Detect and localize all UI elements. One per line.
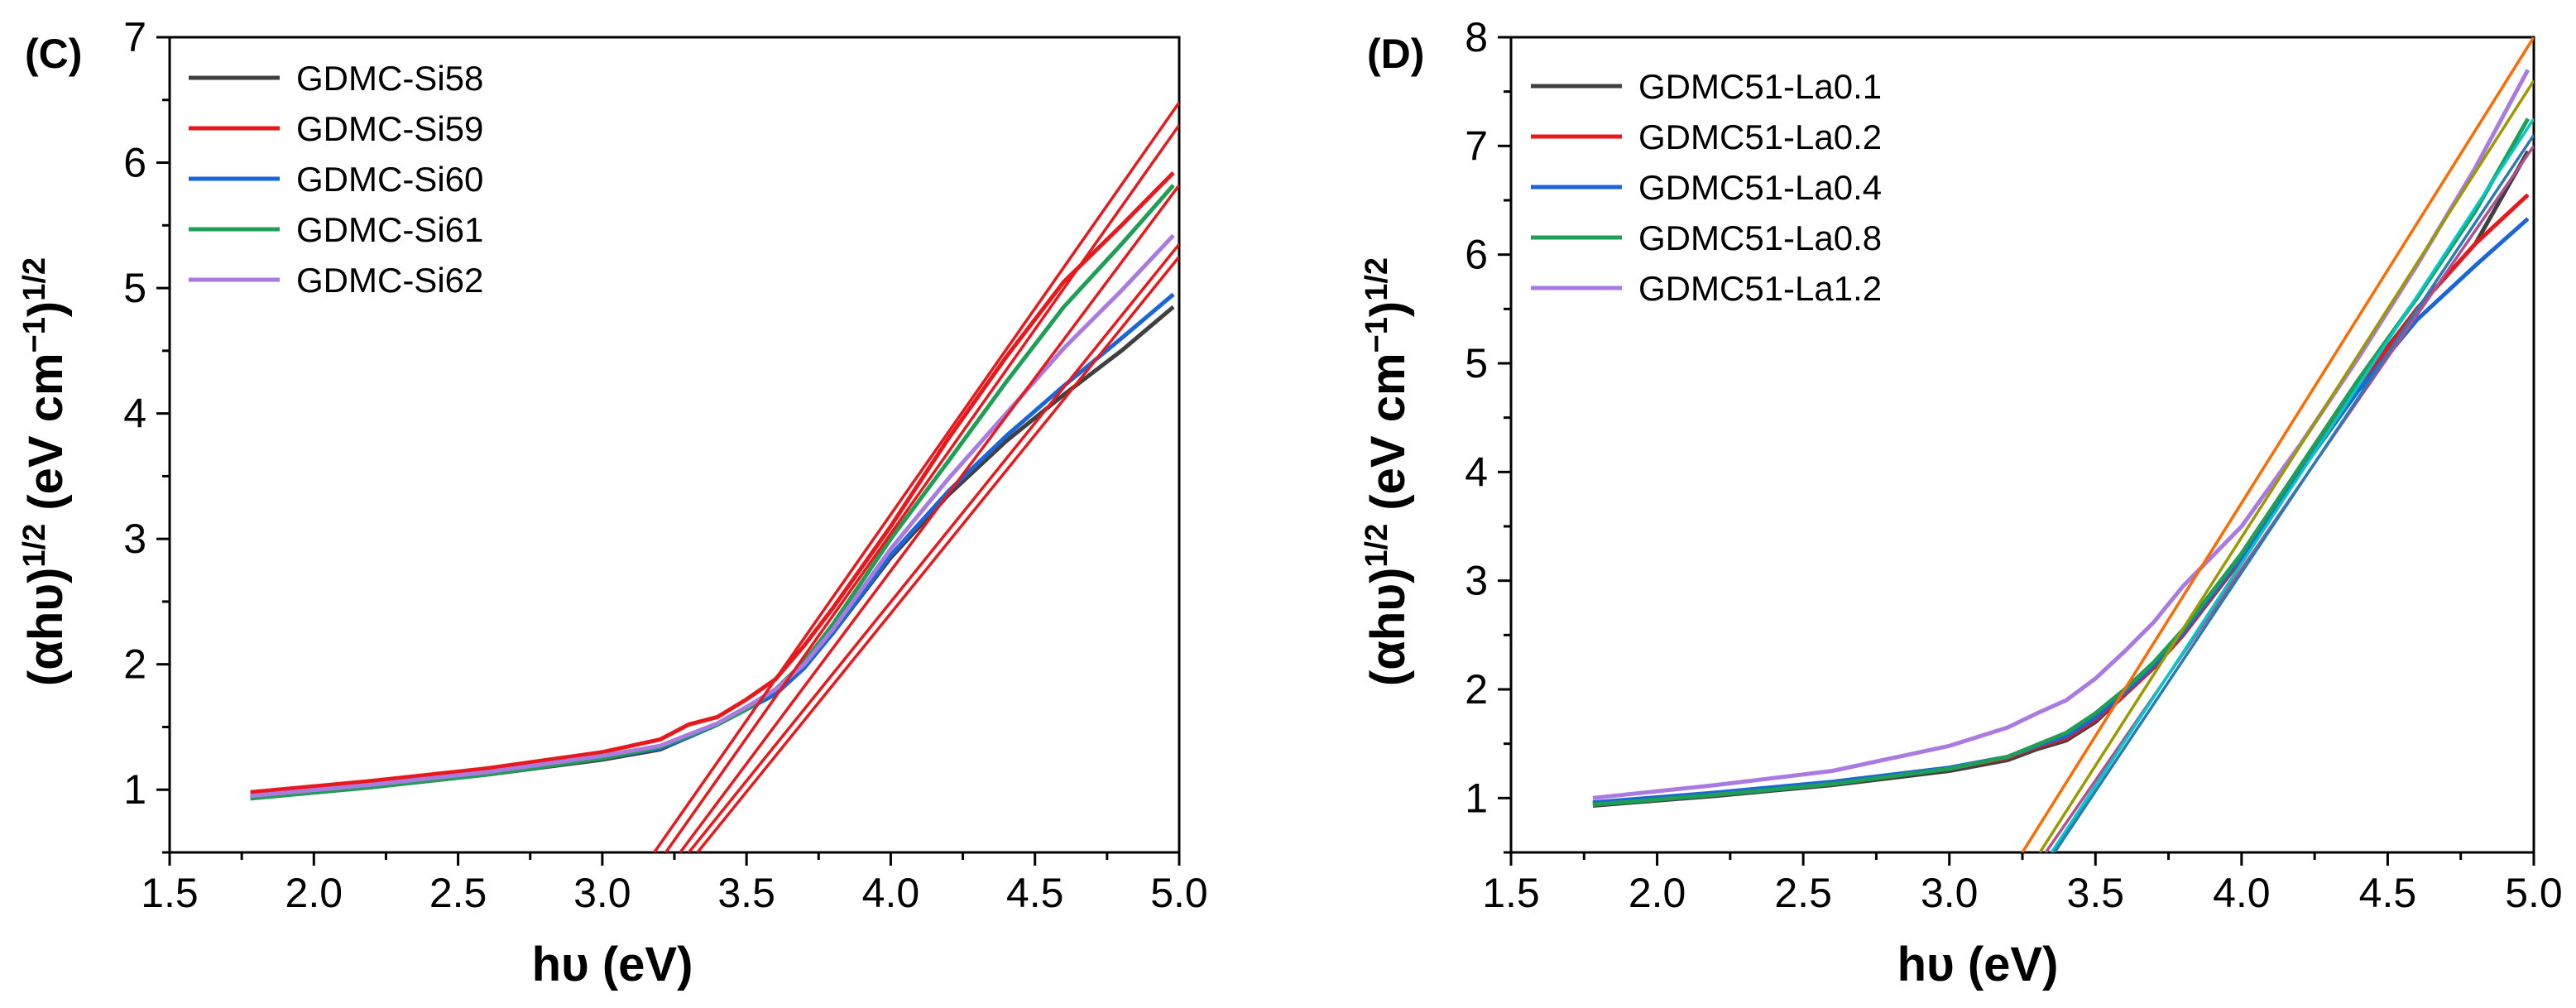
panel-c-fit-line bbox=[679, 184, 1179, 852]
panel-c-y-tick-label: 2 bbox=[123, 641, 146, 688]
panel-c-legend-label: GDMC-Si58 bbox=[296, 59, 483, 98]
panel-d-y-tick-label: 2 bbox=[1465, 666, 1488, 713]
panel-c-y-tick-label: 7 bbox=[123, 14, 146, 60]
panel-d-x-tick-label: 3.5 bbox=[2067, 870, 2125, 916]
panel-d-legend-label: GDMC51-La0.8 bbox=[1638, 218, 1882, 257]
panel-d-y-tick-label: 3 bbox=[1465, 558, 1488, 604]
panel-c-legend: GDMC-Si58 GDMC-Si59 GDMC-Si60 GDMC-Si61 GDMC… bbox=[189, 59, 483, 300]
panel-c-fit-line bbox=[653, 101, 1179, 852]
panel-d-legend-label: GDMC51-La0.1 bbox=[1638, 67, 1882, 106]
panel-c-x-tick-label: 1.5 bbox=[141, 870, 199, 916]
panel-c-y-tick-label: 4 bbox=[123, 391, 146, 437]
panel-c-x-axis-title: hυ (eV) bbox=[532, 938, 693, 991]
panel-c-y-title-sup3: 1/2 bbox=[17, 257, 52, 301]
panel-c-y-tick-label: 6 bbox=[123, 140, 146, 186]
panel-d-x-tick-label: 1.5 bbox=[1482, 870, 1540, 916]
panel-c-y-title-main: (αhυ) bbox=[19, 568, 73, 686]
panel-d-y-axis-title: (αhυ)1/2 (eV cm−1)1/2 bbox=[1360, 257, 1415, 686]
panel-c-y-axis-title: (αhυ)1/2 (eV cm−1)1/2 bbox=[17, 257, 73, 686]
panel-d-x-tick-label: 2.5 bbox=[1774, 870, 1832, 916]
panel-d-legend-label: GDMC51-La0.4 bbox=[1638, 168, 1882, 207]
panel-c-plot-area bbox=[250, 101, 1179, 852]
panel-c-x-tick-label: 2.5 bbox=[429, 870, 487, 916]
panel-c-x-tick-label: 4.5 bbox=[1006, 870, 1064, 916]
panel-c-x-tick-label: 4.0 bbox=[862, 870, 920, 916]
panel-c-fit-line bbox=[696, 256, 1179, 852]
panel-c-y-title-sup1: 1/2 bbox=[17, 524, 52, 568]
panel-d-y-title-main: (αhυ) bbox=[1361, 568, 1415, 686]
panel-d-legend-label: GDMC51-La0.2 bbox=[1638, 118, 1882, 156]
panel-d-x-axis-title: hυ (eV) bbox=[1897, 938, 2059, 991]
panel-c-x-tick-label: 5.0 bbox=[1150, 870, 1208, 916]
panel-c-y-tick-label: 5 bbox=[123, 265, 146, 311]
panel-d-y-tick-label: 4 bbox=[1465, 449, 1488, 495]
panel-d-x-tick-label: 4.0 bbox=[2213, 870, 2271, 916]
panel-d-fit-line bbox=[2050, 118, 2534, 852]
panel-d-y-title-units: (eV cm bbox=[1361, 353, 1415, 523]
panel-c-legend-label: GDMC-Si62 bbox=[296, 261, 483, 300]
panel-d-x-tick-label: 5.0 bbox=[2505, 870, 2563, 916]
panel-d-y-title-close: ) bbox=[1361, 301, 1415, 317]
panel-d-y-title-sup3: 1/2 bbox=[1360, 257, 1394, 301]
panel-c-x-tick-label: 2.0 bbox=[285, 870, 343, 916]
panel-d-chart: (D) hυ (eV) (αhυ)1/2 (eV cm−1)1/2 1.5 2.0… bbox=[1360, 14, 2563, 991]
panel-c-x-tick-label: 3.0 bbox=[573, 870, 631, 916]
panel-c-legend-label: GDMC-Si59 bbox=[296, 109, 483, 148]
panel-c-chart: (C) hυ (eV) (αhυ)1/2 (eV cm−1)1/2 1.5 2.0… bbox=[17, 14, 1208, 991]
panel-c-x-tick-label: 3.5 bbox=[717, 870, 775, 916]
panel-d-x-tick-label: 2.0 bbox=[1629, 870, 1686, 916]
panel-c-fit-line bbox=[664, 124, 1179, 852]
panel-d-x-tick-label: 4.5 bbox=[2359, 870, 2417, 916]
panel-d-plot-frame bbox=[1509, 36, 2535, 854]
panel-d-x-tick-label: 3.0 bbox=[1921, 870, 1979, 916]
panel-d-fit-line bbox=[2021, 37, 2534, 852]
panel-c-legend-label: GDMC-Si61 bbox=[296, 210, 483, 249]
panel-d-plot-area bbox=[1592, 37, 2534, 852]
panel-d-y-tick-label: 6 bbox=[1465, 232, 1488, 278]
panel-d-y-tick-label: 7 bbox=[1465, 122, 1488, 169]
panel-c-letter: (C) bbox=[25, 31, 82, 77]
panel-d-legend-label: GDMC51-La1.2 bbox=[1638, 269, 1882, 308]
panel-d-fit-line bbox=[2053, 134, 2534, 852]
panel-c-y-title-close: ) bbox=[19, 301, 73, 317]
panel-d-y-title-sup2: −1 bbox=[1360, 317, 1394, 353]
panel-d-y-tick-label: 5 bbox=[1465, 340, 1488, 386]
panel-d-legend: GDMC51-La0.1 GDMC51-La0.2 GDMC51-La0.4 GDMC… bbox=[1531, 67, 1882, 308]
panel-d-series-line-gdmc51-la1-2 bbox=[1592, 69, 2530, 800]
panel-c-y-tick-label: 1 bbox=[123, 766, 146, 813]
panel-c-legend-label: GDMC-Si60 bbox=[296, 160, 483, 199]
panel-c-series-line-gdmc-si60 bbox=[250, 292, 1175, 799]
panel-d-letter: (D) bbox=[1367, 31, 1424, 77]
panel-d-fit-line bbox=[2038, 79, 2534, 852]
panel-d-y-tick-label: 8 bbox=[1465, 14, 1488, 60]
panel-d-y-tick-label: 1 bbox=[1465, 775, 1488, 821]
panel-d-y-title-sup1: 1/2 bbox=[1360, 524, 1394, 568]
panel-c-y-title-sup2: −1 bbox=[17, 317, 52, 353]
panel-c-y-tick-label: 3 bbox=[123, 516, 146, 562]
panel-c-fit-line bbox=[688, 242, 1179, 852]
panel-c-y-title-units: (eV cm bbox=[19, 353, 73, 523]
